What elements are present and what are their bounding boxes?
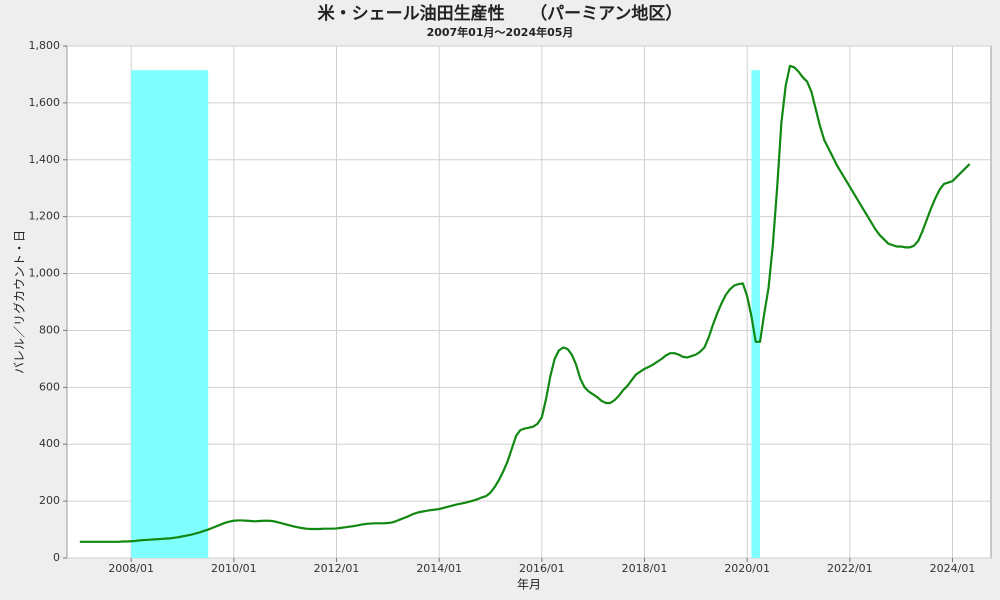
x-tick-label: 2016/01 — [519, 562, 565, 575]
shaded-period — [751, 70, 760, 558]
data-line — [79, 64, 971, 543]
y-axis-label: バレル／リグカウント・日 — [13, 230, 27, 374]
chart-subtitle: 2007年01月～2024年05月 — [427, 25, 574, 39]
y-tick-label: 0 — [53, 551, 60, 564]
chart-title: 米・シェール油田生産性 （パーミアン地区） — [318, 3, 683, 24]
y-tick-label: 1,800 — [29, 39, 61, 52]
x-tick-label: 2008/01 — [108, 562, 154, 575]
y-tick-label: 200 — [39, 494, 60, 507]
y-tick-label: 600 — [39, 380, 60, 393]
y-tick-label: 1,400 — [29, 153, 61, 166]
x-tick-label: 2022/01 — [827, 562, 873, 575]
shaded-period — [131, 70, 209, 558]
plot-area — [66, 45, 992, 559]
x-tick-label: 2014/01 — [416, 562, 462, 575]
x-tick-label: 2018/01 — [622, 562, 668, 575]
x-axis-label: 年月 — [517, 578, 541, 592]
y-tick-label: 400 — [39, 437, 60, 450]
x-tick-label: 2024/01 — [930, 562, 976, 575]
y-tick-label: 1,600 — [29, 96, 61, 109]
x-tick-label: 2012/01 — [314, 562, 360, 575]
y-tick-label: 1,200 — [29, 210, 61, 223]
x-tick-label: 2010/01 — [211, 562, 257, 575]
y-tick-label: 1,000 — [29, 267, 61, 280]
x-tick-label: 2020/01 — [724, 562, 770, 575]
y-tick-label: 800 — [39, 323, 60, 336]
